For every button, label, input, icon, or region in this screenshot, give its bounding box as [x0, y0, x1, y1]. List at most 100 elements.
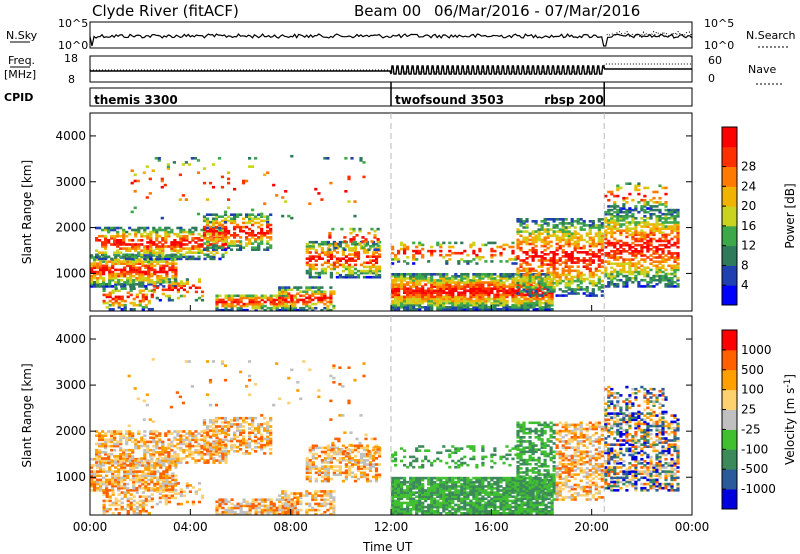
range-cell — [179, 228, 183, 232]
range-cell — [643, 241, 647, 245]
range-cell — [613, 258, 617, 261]
range-cell — [526, 308, 530, 311]
range-cell — [135, 478, 139, 482]
range-cell — [427, 299, 431, 303]
range-cell — [610, 215, 614, 218]
range-cell — [520, 299, 524, 303]
range-cell — [191, 434, 195, 437]
range-cell — [643, 274, 647, 278]
range-cell — [150, 264, 154, 268]
range-cell — [445, 293, 449, 297]
range-cell — [211, 217, 216, 221]
range-cell — [242, 425, 246, 428]
range-cell — [122, 239, 126, 242]
range-cell — [564, 273, 568, 277]
range-cell — [107, 444, 111, 448]
range-cell — [652, 212, 656, 216]
range-cell — [220, 452, 225, 455]
range-cell — [245, 445, 249, 449]
range-cell — [604, 241, 608, 245]
range-cell — [570, 220, 574, 223]
range-cell — [631, 231, 635, 235]
range-cell — [144, 482, 148, 486]
range-cell — [159, 276, 163, 280]
range-cell — [637, 184, 641, 188]
range-cell — [588, 271, 592, 275]
range-cell — [320, 249, 324, 252]
range-cell — [637, 201, 641, 204]
range-cell — [616, 221, 620, 224]
range-cell — [613, 245, 617, 249]
range-cell — [111, 274, 115, 278]
range-cell — [406, 295, 410, 299]
range-cell — [439, 299, 443, 303]
range-cell — [409, 287, 413, 290]
range-cell — [211, 244, 216, 247]
range-cell — [132, 278, 136, 282]
range-cell — [133, 179, 137, 183]
range-cell — [661, 227, 665, 230]
range-cell — [597, 242, 601, 246]
range-cell — [640, 285, 644, 288]
range-cell — [652, 229, 656, 232]
range-cell — [95, 448, 99, 452]
range-cell — [214, 441, 219, 445]
range-cell — [131, 239, 135, 242]
range-cell — [573, 246, 577, 250]
range-cell — [511, 299, 515, 303]
range-cell — [634, 256, 638, 259]
range-cell — [119, 247, 123, 250]
range-cell — [543, 240, 547, 244]
range-cell — [152, 436, 156, 440]
range-cell — [676, 268, 680, 272]
range-cell — [406, 283, 410, 286]
range-cell — [104, 237, 108, 240]
range-cell — [179, 241, 183, 244]
range-cell — [338, 275, 342, 279]
range-cell — [266, 246, 270, 249]
range-cell — [391, 245, 395, 249]
range-cell — [181, 194, 185, 197]
range-cell — [138, 266, 142, 270]
range-cell — [394, 258, 398, 261]
range-cell — [156, 262, 160, 265]
range-cell — [191, 451, 195, 454]
range-cell — [251, 246, 255, 249]
range-cell — [146, 440, 150, 444]
range-cell — [125, 436, 129, 440]
range-cell — [161, 448, 165, 452]
range-cell — [409, 289, 413, 293]
range-cell — [619, 219, 623, 222]
range-cell — [185, 442, 189, 446]
range-cell — [664, 208, 668, 212]
range-cell — [99, 285, 103, 288]
range-cell — [102, 480, 106, 484]
range-cell — [230, 302, 234, 306]
range-cell — [544, 287, 548, 290]
range-cell — [332, 306, 336, 310]
range-cell — [493, 273, 497, 276]
range-cell — [230, 423, 234, 426]
range-cell — [573, 290, 577, 293]
range-cell — [353, 271, 358, 275]
range-cell — [505, 291, 509, 295]
range-cell — [223, 421, 228, 424]
range-cell — [631, 212, 635, 216]
range-cell — [534, 284, 538, 287]
range-cell — [144, 276, 148, 280]
range-cell — [202, 231, 207, 235]
range-cell — [317, 292, 321, 295]
range-cell — [549, 271, 553, 275]
range-cell — [302, 294, 306, 298]
range-cell — [664, 219, 668, 222]
range-cell — [215, 308, 219, 312]
range-cell — [164, 234, 168, 238]
range-cell — [287, 308, 291, 312]
range-cell — [561, 251, 565, 254]
range-cell — [150, 289, 154, 293]
range-cell — [655, 225, 659, 228]
range-cell — [522, 284, 526, 287]
range-cell — [439, 277, 443, 280]
range-cell — [546, 277, 550, 281]
range-cell — [254, 221, 258, 225]
